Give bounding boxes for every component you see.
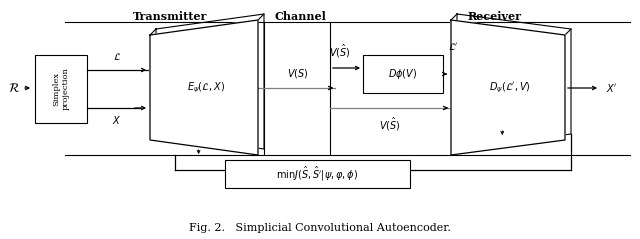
Text: $X$: $X$ xyxy=(113,114,122,126)
Text: Simplex
projection: Simplex projection xyxy=(52,68,70,110)
Text: $\mathcal{L}'$: $\mathcal{L}'$ xyxy=(448,41,459,53)
Text: $V(S)$: $V(S)$ xyxy=(287,67,308,80)
Bar xyxy=(363,55,443,93)
Text: $D_{\psi}(\mathcal{L}', V)$: $D_{\psi}(\mathcal{L}', V)$ xyxy=(489,80,531,95)
Text: $D\phi(V)$: $D\phi(V)$ xyxy=(388,67,418,81)
Text: Fig. 2.   Simplicial Convolutional Autoencoder.: Fig. 2. Simplicial Convolutional Autoenc… xyxy=(189,223,451,233)
Text: $\mathcal{R}$: $\mathcal{R}$ xyxy=(8,81,20,94)
Text: Transmitter: Transmitter xyxy=(133,11,207,22)
Text: $\min J(\hat{S}, \hat{S}^{\prime}|\psi, \varphi, \phi)$: $\min J(\hat{S}, \hat{S}^{\prime}|\psi, … xyxy=(276,165,358,183)
Text: $X'$: $X'$ xyxy=(606,82,618,94)
Text: $V(\hat{S})$: $V(\hat{S})$ xyxy=(329,43,351,60)
Text: Receiver: Receiver xyxy=(468,11,522,22)
Polygon shape xyxy=(150,20,258,155)
Text: $E_{\psi}(\mathcal{L}, X)$: $E_{\psi}(\mathcal{L}, X)$ xyxy=(187,80,225,95)
Polygon shape xyxy=(451,20,565,155)
Text: $\mathcal{L}$: $\mathcal{L}$ xyxy=(113,51,121,62)
Text: Channel: Channel xyxy=(274,11,326,22)
Text: $V(\hat{S})$: $V(\hat{S})$ xyxy=(380,116,401,133)
Bar xyxy=(225,160,410,188)
Bar xyxy=(35,55,87,123)
